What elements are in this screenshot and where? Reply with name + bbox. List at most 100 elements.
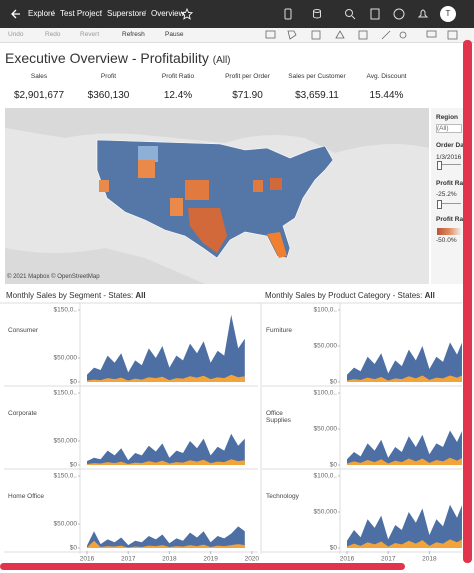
filter-title: Order Da bbox=[436, 142, 464, 149]
color-legend bbox=[437, 228, 461, 235]
x-tick-label: 2016 bbox=[340, 556, 355, 563]
panel-label: Technology bbox=[266, 493, 299, 500]
map[interactable] bbox=[5, 108, 429, 284]
x-tick-label: 2019 bbox=[203, 556, 218, 563]
title-text: Monthly Sales by Segment - States: bbox=[6, 291, 136, 300]
y-tick-label: $0 bbox=[330, 379, 338, 386]
x-tick-label: 2016 bbox=[80, 556, 95, 563]
y-tick-label: $0 bbox=[70, 379, 78, 386]
area bbox=[347, 430, 462, 465]
panel-label: Corporate bbox=[8, 410, 37, 417]
y-tick-label: $100,0.. bbox=[314, 307, 338, 314]
y-tick-label: $100,0.. bbox=[314, 390, 338, 397]
kpi-value: $360,130 bbox=[87, 90, 130, 101]
panel-label: Home Office bbox=[8, 493, 45, 500]
title-states: All bbox=[424, 291, 435, 300]
panel-label: Consumer bbox=[8, 327, 38, 334]
title-filter: (All) bbox=[212, 55, 231, 66]
top-bar: Explore / Test Project / Superstore / Ov… bbox=[0, 0, 474, 28]
y-tick-label: $0 bbox=[330, 545, 338, 552]
charts: $150,0.. $50,000 $0 $150,0.. $50,000 $0 $150,0… bbox=[0, 302, 462, 563]
kpi-label: Profit per Order bbox=[225, 73, 270, 80]
area bbox=[347, 375, 462, 382]
toolbar-icons[interactable] bbox=[280, 6, 440, 22]
panel-label: Office Supplies bbox=[266, 410, 291, 424]
avatar[interactable]: T bbox=[440, 6, 456, 22]
filter-title: Profit Ra bbox=[436, 180, 464, 187]
breadcrumb: Overview bbox=[151, 9, 185, 18]
y-tick-label: $50,000 bbox=[314, 509, 338, 516]
y-tick-label: $150,0.. bbox=[54, 390, 78, 397]
x-tick-label: 2017 bbox=[381, 556, 396, 563]
breadcrumb[interactable]: Test Project bbox=[60, 9, 102, 18]
x-tick-label: 2018 bbox=[422, 556, 437, 563]
y-tick-label: $150,0.. bbox=[54, 473, 78, 480]
area bbox=[347, 504, 462, 548]
kpi-value: 15.44% bbox=[369, 90, 404, 101]
area bbox=[87, 314, 245, 382]
y-tick-label: $0 bbox=[70, 462, 78, 469]
kpi-label: Sales bbox=[30, 73, 48, 80]
filter-title: Region bbox=[436, 114, 459, 121]
y-tick-label: $50,000 bbox=[314, 426, 338, 433]
y-tick-label: $50,000 bbox=[54, 438, 78, 445]
back-icon[interactable] bbox=[10, 8, 22, 20]
refresh-button[interactable]: Refresh bbox=[122, 31, 145, 38]
toolbar: Undo Redo Revert Refresh Pause bbox=[0, 28, 474, 43]
x-tick-label: 2017 bbox=[121, 556, 136, 563]
undo-button[interactable]: Undo bbox=[8, 31, 24, 38]
y-tick-label: $0 bbox=[70, 545, 78, 552]
area bbox=[87, 374, 245, 382]
chart-group: $150,0.. $50,000 $0 $150,0.. $50,000 $0 $150,0… bbox=[0, 302, 462, 563]
dashboard-title: Executive Overview - Profitability (All) bbox=[5, 50, 231, 66]
area bbox=[87, 459, 245, 465]
panel-label: Furniture bbox=[266, 327, 293, 334]
filter-value: 1/3/2016 bbox=[436, 154, 462, 161]
slider-handle[interactable] bbox=[437, 161, 442, 170]
map-credit: © 2021 Mapbox © OpenStreetMap bbox=[7, 274, 100, 280]
kpi-value: $3,659.11 bbox=[295, 90, 339, 101]
kpi-value: $71.90 bbox=[232, 90, 263, 101]
y-tick-label: $150,0.. bbox=[54, 307, 78, 314]
kpi-value: 12.4% bbox=[163, 90, 193, 101]
toolbar-icons[interactable] bbox=[262, 29, 462, 41]
slider-handle[interactable] bbox=[437, 200, 442, 209]
star-icon[interactable] bbox=[181, 8, 193, 20]
kpi-label: Avg. Discount bbox=[366, 73, 407, 80]
y-tick-label: $50,000 bbox=[54, 521, 78, 528]
y-tick-label: $50,000 bbox=[54, 355, 78, 362]
y-tick-label: $0 bbox=[330, 462, 338, 469]
area bbox=[347, 342, 462, 382]
area bbox=[87, 433, 245, 465]
filter-dropdown[interactable]: (All) bbox=[436, 124, 462, 133]
revert-button[interactable]: Revert bbox=[80, 31, 100, 38]
area bbox=[347, 539, 462, 548]
title-text: Monthly Sales by Product Category - Stat… bbox=[265, 291, 425, 300]
chart-title: Monthly Sales by Product Category - Stat… bbox=[265, 291, 435, 300]
chart-title: Monthly Sales by Segment - States: All bbox=[6, 291, 146, 300]
kpi-label: Profit Ratio bbox=[161, 73, 195, 80]
filter-value: -50.0% bbox=[436, 237, 457, 244]
pause-button[interactable]: Pause bbox=[165, 31, 184, 38]
breadcrumb[interactable]: Explore bbox=[28, 9, 56, 18]
horizontal-scrollbar[interactable] bbox=[0, 563, 405, 570]
title-states: All bbox=[135, 291, 146, 300]
area bbox=[87, 540, 245, 548]
kpi-label: Sales per Customer bbox=[288, 73, 346, 80]
redo-button[interactable]: Redo bbox=[45, 31, 61, 38]
filter-panel bbox=[431, 108, 463, 284]
area bbox=[347, 457, 462, 465]
breadcrumb[interactable]: Superstore bbox=[107, 9, 147, 18]
kpi-value: $2,901,677 bbox=[13, 90, 65, 101]
area bbox=[87, 526, 245, 548]
x-tick-label: 2018 bbox=[162, 556, 177, 563]
y-tick-label: $50,000 bbox=[314, 343, 338, 350]
filter-title: Profit Ra bbox=[436, 216, 464, 223]
y-tick-label: $100,0.. bbox=[314, 473, 338, 480]
x-tick-label: 2020 bbox=[245, 556, 260, 563]
title-text: Executive Overview - Profitability bbox=[5, 50, 209, 66]
vertical-scrollbar[interactable] bbox=[463, 40, 472, 563]
kpi-label: Profit bbox=[100, 73, 117, 80]
filter-value: -25.2% bbox=[436, 191, 457, 198]
